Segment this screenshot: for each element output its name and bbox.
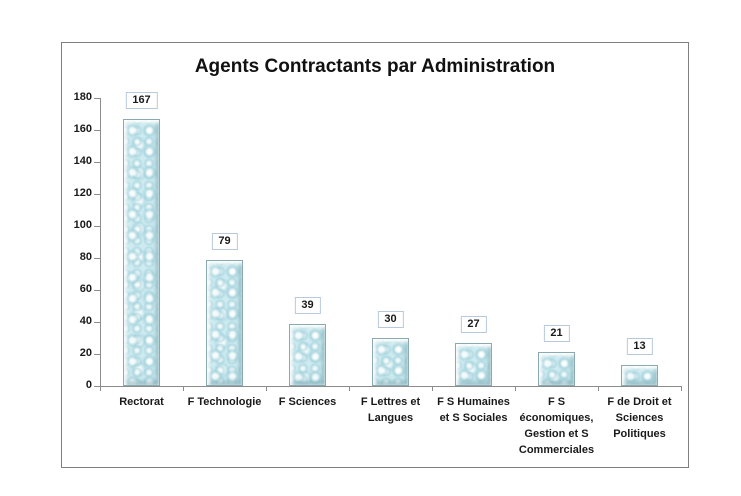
y-axis-tick xyxy=(94,258,100,259)
x-axis-category-label-line: F Technologie xyxy=(187,396,262,408)
x-axis-tick xyxy=(349,387,350,391)
x-axis-category-label: Rectorat xyxy=(100,394,184,410)
x-axis-line xyxy=(100,386,682,387)
y-axis-tick xyxy=(94,194,100,195)
x-axis-category-label: F Sciences xyxy=(266,394,350,410)
y-axis-tick xyxy=(94,322,100,323)
x-axis-category-label-line: F Lettres et xyxy=(360,396,421,408)
y-axis-line xyxy=(100,98,101,387)
x-axis-category-label-line: Sciences xyxy=(615,412,664,424)
x-axis-tick xyxy=(515,387,516,391)
bar xyxy=(538,352,575,386)
x-axis-tick xyxy=(432,387,433,391)
y-axis-tick-label: 100 xyxy=(73,219,92,231)
y-axis-tick xyxy=(94,162,100,163)
x-axis-category-label-line: F S xyxy=(547,396,566,408)
y-axis-tick-label: 60 xyxy=(79,283,92,295)
bar-value-label: 39 xyxy=(294,297,321,314)
x-axis-category-label: F Technologie xyxy=(183,394,267,410)
y-axis-tick xyxy=(94,98,100,99)
x-axis-category-label-line: Commerciales xyxy=(518,444,595,456)
x-axis-category-label-line: et S Sociales xyxy=(439,412,508,424)
y-axis-tick xyxy=(94,354,100,355)
bar-value-label: 13 xyxy=(626,338,653,355)
y-axis-tick xyxy=(94,386,100,387)
x-axis-tick xyxy=(183,387,184,391)
x-axis-category-label: F Lettres et Langues xyxy=(349,394,433,426)
bar-value-label: 30 xyxy=(377,311,404,328)
bar-value-label: 79 xyxy=(211,233,238,250)
y-axis-tick xyxy=(94,130,100,131)
x-axis-category-label-line: Politiques xyxy=(613,428,666,440)
x-axis-category-label-line: F Sciences xyxy=(278,396,337,408)
y-axis-tick-label: 120 xyxy=(73,187,92,199)
y-axis-tick-label: 160 xyxy=(73,123,92,135)
x-axis-category-label-line: Gestion et S xyxy=(524,428,589,440)
bar xyxy=(123,119,160,386)
bar xyxy=(621,365,658,386)
x-axis-tick xyxy=(598,387,599,391)
bar-value-label: 167 xyxy=(125,92,158,109)
y-axis-tick-label: 80 xyxy=(79,251,92,263)
bar xyxy=(455,343,492,386)
y-axis-tick-label: 180 xyxy=(73,91,92,103)
y-axis-tick xyxy=(94,290,100,291)
x-axis-category-label: F S économiques, Gestion et S Commerciales xyxy=(515,394,599,458)
bar xyxy=(206,260,243,386)
x-axis-category-label-line: économiques, xyxy=(519,412,594,424)
y-axis-tick-label: 0 xyxy=(85,379,92,391)
x-axis-tick xyxy=(681,387,682,391)
x-axis-category-label: F S Humaines et S Sociales xyxy=(432,394,516,426)
bar xyxy=(289,324,326,386)
x-axis-category-label-line: Rectorat xyxy=(119,396,164,408)
y-axis-tick-label: 40 xyxy=(79,315,92,327)
x-axis-tick xyxy=(100,387,101,391)
x-axis-category-label-line: F S Humaines xyxy=(437,396,510,408)
chart-frame: Agents Contractants par Administration 0… xyxy=(61,42,689,468)
bar xyxy=(372,338,409,386)
plot-area: 0 20 40 60 80 100 120 140 160 180 167 Rectorat 79 F T… xyxy=(62,43,688,467)
chart-title: Agents Contractants par Administration xyxy=(194,56,556,77)
x-axis-category-label-line: Langues xyxy=(367,412,414,424)
bar-value-label: 27 xyxy=(460,316,487,333)
x-axis-tick xyxy=(266,387,267,391)
x-axis-category-label-line: F de Droit et xyxy=(607,396,672,408)
x-axis-category-label: F de Droit et Sciences Politiques xyxy=(598,394,682,442)
y-axis-tick-label: 20 xyxy=(79,347,92,359)
y-axis-tick xyxy=(94,226,100,227)
y-axis-tick-label: 140 xyxy=(73,155,92,167)
bar-value-label: 21 xyxy=(543,325,570,342)
